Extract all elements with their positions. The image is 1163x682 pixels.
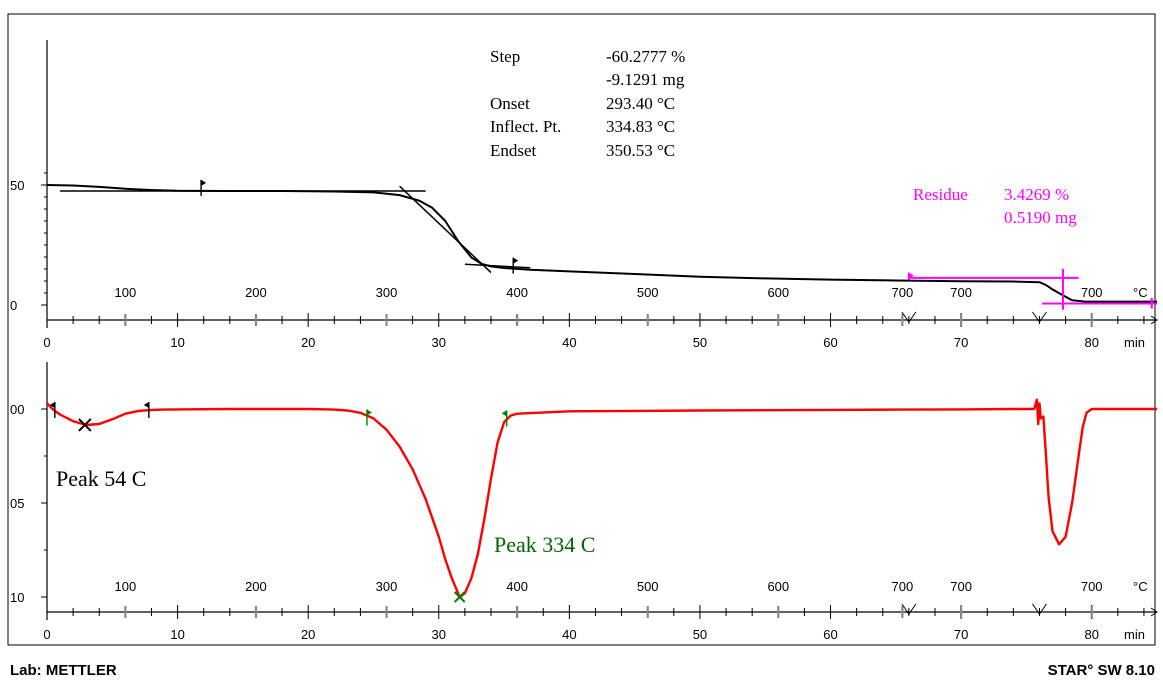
step-label-3: Inflect. Pt. [490, 117, 561, 136]
temp-unit-label: °C [1133, 285, 1148, 300]
peak1-limit-flag [143, 401, 149, 408]
x-tick-label: 80 [1084, 627, 1098, 642]
temp-tick-label: 700 [892, 579, 914, 594]
y-tick-label: 50 [10, 178, 24, 193]
x-tick-label: 30 [432, 335, 446, 350]
endset-tangent [464, 263, 531, 269]
y-tick-label: 05 [10, 496, 24, 511]
x-tick-label: 40 [562, 627, 576, 642]
temp-tick-label: 400 [506, 285, 528, 300]
y-tick-label: 10 [10, 590, 24, 605]
step-label-2: Onset [490, 94, 530, 113]
temp-tick-label: 100 [115, 579, 137, 594]
peak2-marker [453, 591, 466, 603]
temp-tick-label: 400 [506, 579, 528, 594]
x-tick-label: 20 [301, 627, 315, 642]
plot-border [7, 13, 1156, 646]
limit-flag [201, 179, 207, 186]
segment-mark [901, 311, 917, 323]
x-tick-label: 0 [43, 335, 50, 350]
x-tick-label: 10 [170, 627, 184, 642]
x-tick-label: 0 [43, 627, 50, 642]
step-value-4: 350.53 °C [606, 141, 675, 160]
temp-tick-label: 200 [245, 579, 267, 594]
segment-mark [901, 603, 917, 615]
x-tick-label: 20 [301, 335, 315, 350]
temp-tick-label: 700 [892, 285, 914, 300]
temp-tick-label: 700 [950, 579, 972, 594]
temp-tick-label: 700 [950, 285, 972, 300]
x-unit-label: min [1124, 627, 1145, 642]
step-label-4: Endset [490, 141, 537, 160]
x-tick-label: 70 [954, 335, 968, 350]
residue-percent: 3.4269 % [1004, 185, 1069, 204]
temp-tick-label: 700 [1081, 285, 1103, 300]
x-tick-label: 70 [954, 627, 968, 642]
x-tick-label: 80 [1084, 335, 1098, 350]
x-tick-label: 10 [170, 335, 184, 350]
x-tick-label: 50 [693, 627, 707, 642]
temp-tick-label: 600 [767, 579, 789, 594]
peak1-marker [78, 418, 92, 432]
residue-annotation: Residue 3.4269 % 0.5190 mg [913, 185, 1077, 227]
step-results-table: Step -60.2777 % -9.1291 mg Onset 293.40 … [490, 47, 685, 160]
temp-tick-label: 300 [376, 579, 398, 594]
peak2-limit-flag [501, 410, 507, 417]
residue-mass: 0.5190 mg [1004, 208, 1077, 227]
residue-label: Residue [913, 185, 968, 204]
step-value-0: -60.2777 % [606, 47, 685, 66]
inflection-tangent [399, 185, 492, 274]
limit-flag [513, 257, 519, 264]
peak-334-label: Peak 334 C [494, 532, 595, 557]
step-value-3: 334.83 °C [606, 117, 675, 136]
temp-tick-label: 500 [637, 285, 659, 300]
temp-tick-label: 500 [637, 579, 659, 594]
segment-mark [1032, 311, 1047, 323]
y-tick-label: 00 [10, 402, 24, 417]
x-tick-label: 50 [693, 335, 707, 350]
y-tick-label: 0 [10, 298, 17, 313]
x-tick-label: 60 [823, 627, 837, 642]
x-tick-label: 30 [432, 627, 446, 642]
temp-tick-label: 100 [115, 285, 137, 300]
temp-tick-label: 300 [376, 285, 398, 300]
x-axis-arrow [1150, 315, 1158, 325]
residue-start-flag [908, 272, 914, 279]
software-label: STAR° SW 8.10 [1048, 662, 1155, 679]
peak2-limit-flag [366, 409, 372, 416]
x-tick-label: 40 [562, 335, 576, 350]
temp-tick-label: 700 [1081, 579, 1103, 594]
temp-tick-label: 600 [767, 285, 789, 300]
lab-label: Lab: METTLER [10, 662, 117, 679]
x-tick-label: 60 [823, 335, 837, 350]
temp-unit-label: °C [1133, 579, 1148, 594]
segment-mark [1032, 603, 1047, 615]
step-value-2: 293.40 °C [606, 94, 675, 113]
step-value-1: -9.1291 mg [606, 70, 685, 89]
peak-54-label: Peak 54 C [56, 466, 146, 491]
x-axis-arrow [1150, 607, 1158, 617]
dtg-curve [46, 398, 1157, 599]
step-label-0: Step [490, 47, 520, 66]
x-unit-label: min [1124, 335, 1145, 350]
peak1-limit-flag [49, 401, 55, 408]
temp-tick-label: 200 [245, 285, 267, 300]
